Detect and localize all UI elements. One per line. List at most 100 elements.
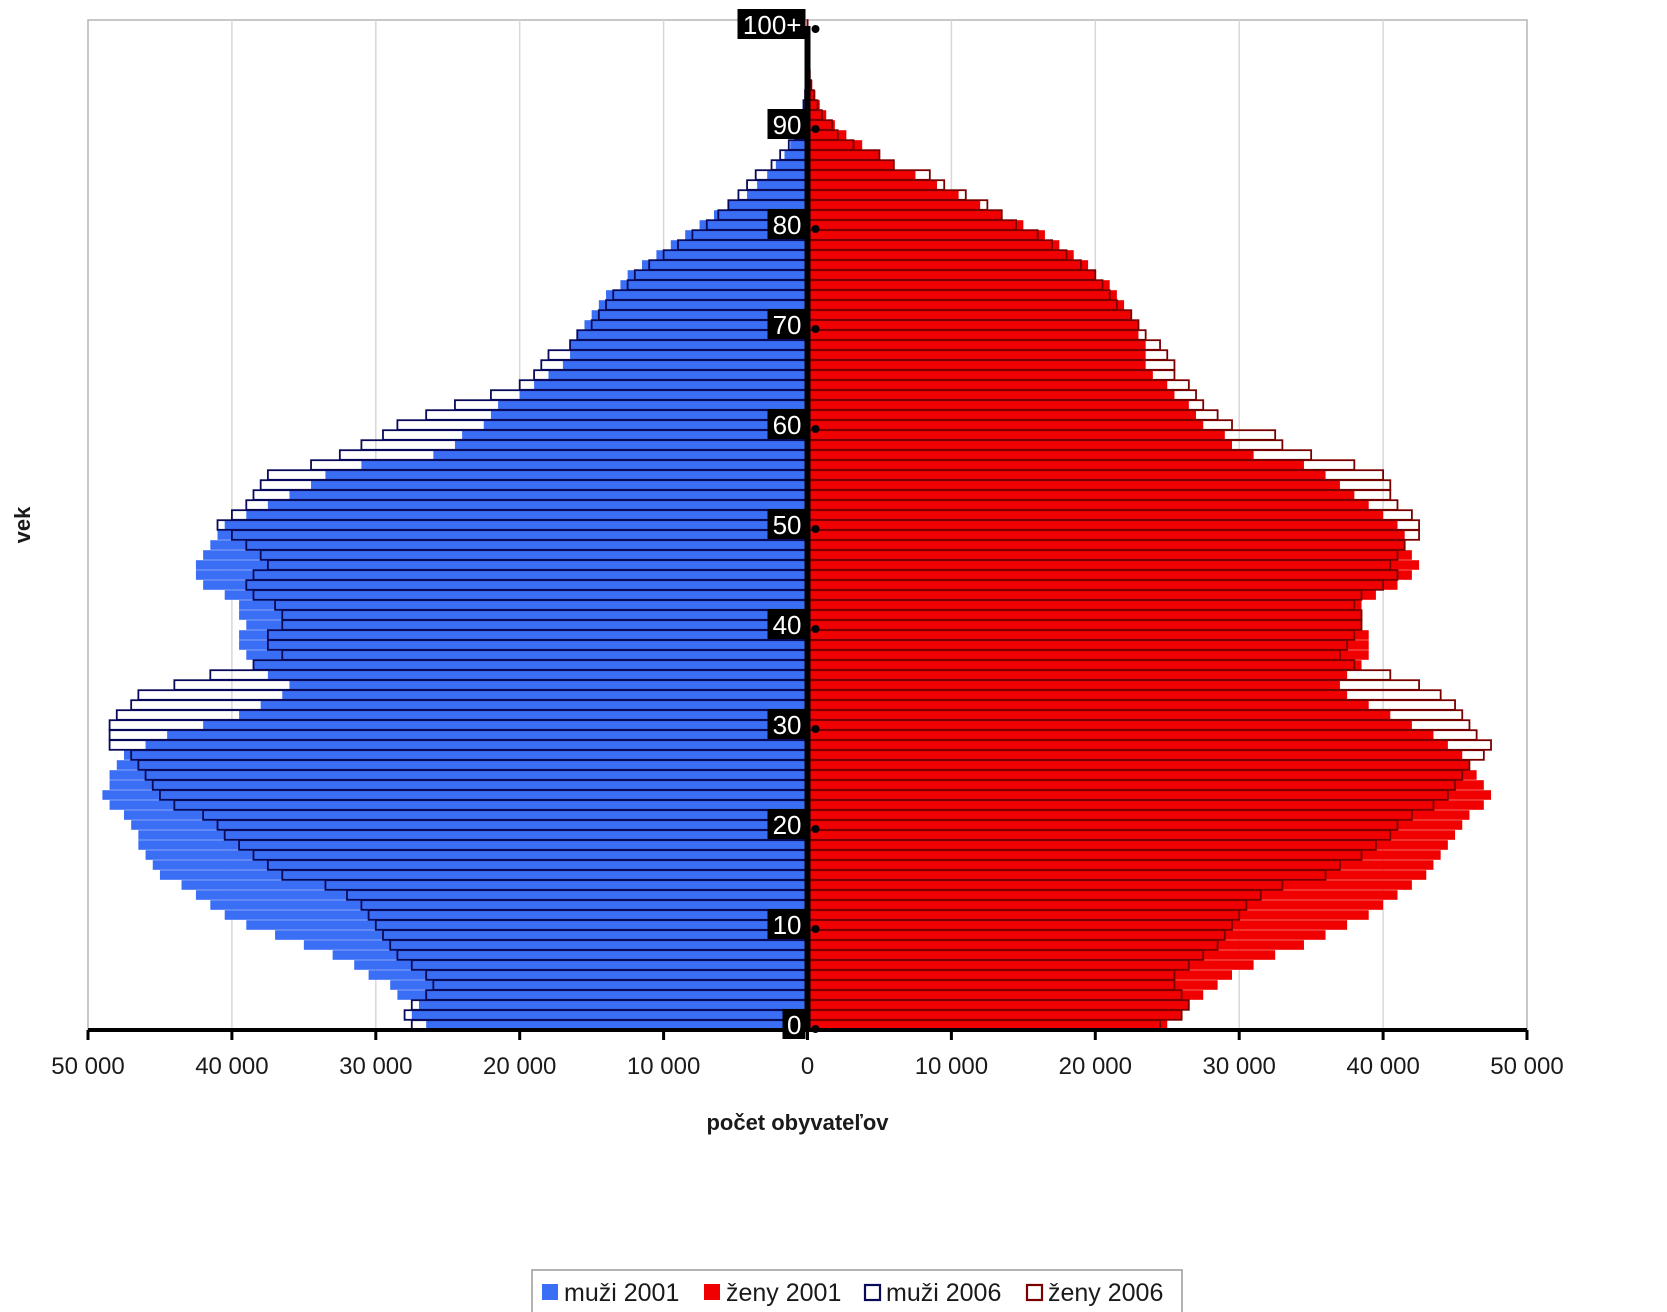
y-tick-labels: 0 10 20 30 40 50 60 70 80 90 100+ xyxy=(737,9,820,1040)
bar-zeny-2001 xyxy=(807,470,1326,480)
bar-zeny-2001 xyxy=(807,860,1434,870)
bar-zeny-2001 xyxy=(807,270,1096,280)
bar-muzi-2001 xyxy=(260,700,808,710)
bar-zeny-2001 xyxy=(807,430,1225,440)
bar-zeny-2001 xyxy=(807,990,1204,1000)
bar-muzi-2001 xyxy=(246,510,808,520)
bar-zeny-2001 xyxy=(807,790,1492,800)
bar-muzi-2001 xyxy=(210,900,808,910)
bar-zeny-2001 xyxy=(807,360,1146,370)
bar-muzi-2001 xyxy=(570,340,808,350)
bar-muzi-2001 xyxy=(418,1000,808,1010)
y-axis-title: vek xyxy=(10,506,35,543)
bar-muzi-2001 xyxy=(123,750,808,760)
y-tick-dot xyxy=(811,525,820,533)
bar-zeny-2001 xyxy=(807,840,1448,850)
bar-zeny-2001 xyxy=(807,510,1384,520)
bar-zeny-2001 xyxy=(807,660,1362,670)
y-tick-badge xyxy=(767,709,806,739)
bar-muzi-2001 xyxy=(203,580,808,590)
bar-zeny-2001 xyxy=(807,390,1175,400)
bar-zeny-2001 xyxy=(807,480,1340,490)
bar-muzi-2001 xyxy=(267,670,808,680)
x-tick-label: 40 000 xyxy=(195,1053,268,1080)
bar-zeny-2001 xyxy=(807,320,1139,330)
legend-label: ženy 2006 xyxy=(1048,1279,1163,1307)
legend-label: ženy 2001 xyxy=(726,1279,841,1307)
x-axis-title: počet obyvateľov xyxy=(706,1110,889,1135)
legend-label: muži 2001 xyxy=(564,1279,679,1307)
bar-zeny-2001 xyxy=(807,220,1024,230)
bar-muzi-2001 xyxy=(116,760,808,770)
bar-muzi-2001 xyxy=(311,480,808,490)
x-tick-label: 50 000 xyxy=(1490,1053,1563,1080)
bar-zeny-2001 xyxy=(807,380,1168,390)
bar-muzi-2001 xyxy=(195,890,808,900)
bar-zeny-2001 xyxy=(807,150,880,160)
y-tick-badge xyxy=(767,309,806,339)
bar-muzi-2001 xyxy=(289,680,808,690)
bar-muzi-2001 xyxy=(790,140,808,150)
bar-zeny-2001 xyxy=(807,640,1369,650)
bar-zeny-2001 xyxy=(807,600,1362,610)
legend-label: muži 2006 xyxy=(886,1279,1001,1307)
bar-zeny-2001 xyxy=(807,820,1463,830)
legend: muži 2001 ženy 2001 muži 2006 ženy 2006 xyxy=(531,1269,1183,1312)
bar-muzi-2001 xyxy=(138,840,808,850)
y-tick-dot xyxy=(811,325,820,333)
bar-muzi-2001 xyxy=(224,590,808,600)
bar-zeny-2001 xyxy=(807,440,1233,450)
bar-muzi-2001 xyxy=(368,970,808,980)
bar-zeny-2001 xyxy=(807,200,981,210)
bar-zeny-2001 xyxy=(807,560,1420,570)
bar-zeny-2001 xyxy=(807,280,1110,290)
bar-zeny-2001 xyxy=(807,450,1254,460)
bar-zeny-2001 xyxy=(807,740,1448,750)
y-tick-label: 70 xyxy=(773,310,802,340)
bar-muzi-2001 xyxy=(109,770,808,780)
bar-zeny-2001 xyxy=(807,730,1434,740)
bar-zeny-2001 xyxy=(807,170,916,180)
bar-zeny-2001 xyxy=(807,710,1391,720)
bar-muzi-2001 xyxy=(577,330,808,340)
bar-zeny-2001 xyxy=(807,570,1412,580)
bar-zeny-2001 xyxy=(807,1010,1182,1020)
y-tick-badge xyxy=(767,209,806,239)
bar-zeny-2001 xyxy=(807,530,1405,540)
bar-zeny-2001 xyxy=(807,540,1405,550)
bar-muzi-2001 xyxy=(303,940,808,950)
bar-muzi-2001 xyxy=(109,800,808,810)
bar-muzi-2001 xyxy=(239,610,808,620)
bar-muzi-2001 xyxy=(167,730,808,740)
bar-muzi-2001 xyxy=(145,850,808,860)
bar-muzi-2001 xyxy=(784,150,808,160)
bar-muzi-2001 xyxy=(483,420,808,430)
x-tick-labels: 50 000 40 000 30 000 20 000 10 000 0 10 000 20 … xyxy=(51,1053,1563,1080)
bar-muzi-2001 xyxy=(224,910,808,920)
bar-zeny-2001 xyxy=(807,970,1233,980)
bar-zeny-2001 xyxy=(807,930,1326,940)
bar-zeny-2001 xyxy=(807,300,1125,310)
bar-muzi-2001 xyxy=(289,490,808,500)
bar-muzi-2001 xyxy=(246,650,808,660)
bar-zeny-2001 xyxy=(807,100,820,110)
bar-muzi-2001 xyxy=(102,790,808,800)
x-tick-label: 0 xyxy=(801,1053,814,1080)
y-tick-label: 100+ xyxy=(743,10,802,40)
bar-muzi-2001 xyxy=(253,660,808,670)
bar-zeny-2001 xyxy=(807,650,1369,660)
bar-muzi-2001 xyxy=(239,600,808,610)
bar-muzi-2001 xyxy=(195,570,808,580)
bar-muzi-2001 xyxy=(548,370,808,380)
y-tick-dot xyxy=(811,225,820,233)
bar-muzi-2001 xyxy=(490,410,808,420)
bar-muzi-2001 xyxy=(203,550,808,560)
y-tick-label: 50 xyxy=(773,510,802,540)
bar-muzi-2001 xyxy=(325,470,808,480)
bar-zeny-2001 xyxy=(807,780,1484,790)
bar-zeny-2001 xyxy=(807,410,1197,420)
legend-swatch xyxy=(1025,1283,1044,1302)
bar-zeny-2001 xyxy=(807,330,1139,340)
bar-zeny-2001 xyxy=(807,580,1398,590)
bar-zeny-2001 xyxy=(807,350,1146,360)
